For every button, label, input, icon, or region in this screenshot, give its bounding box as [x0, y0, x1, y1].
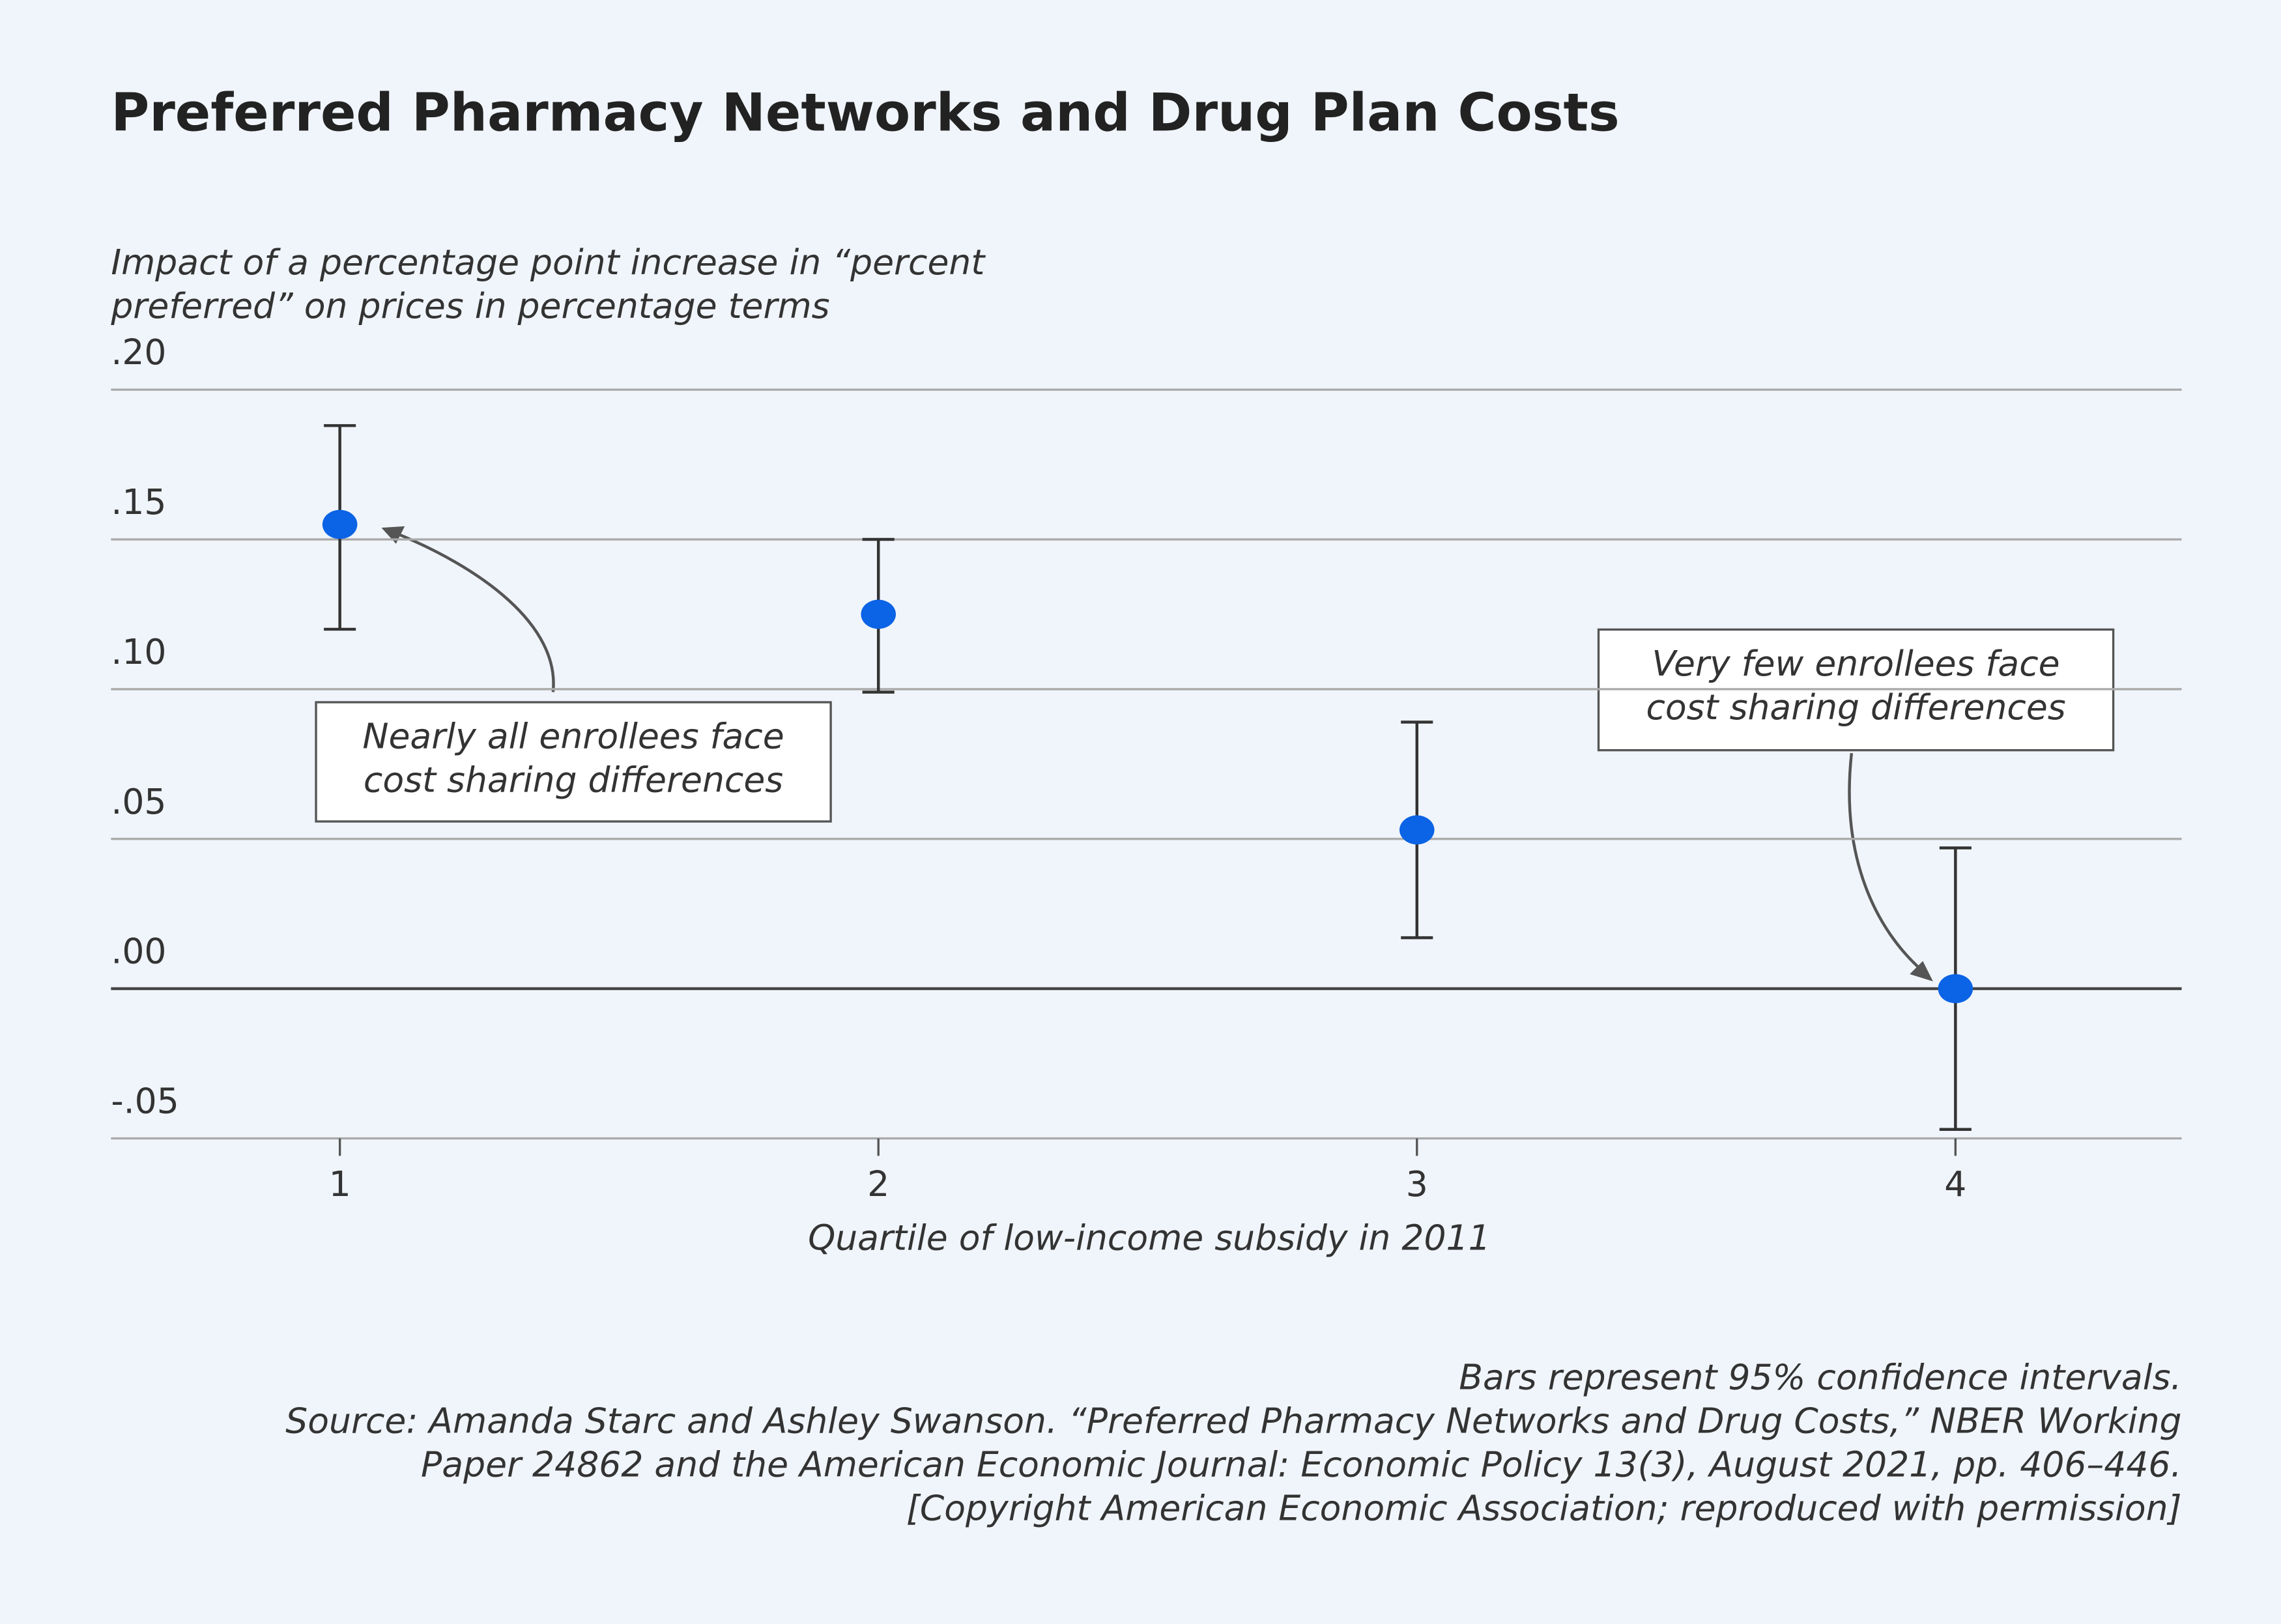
- y-axis-label: Impact of a percentage point increase in…: [111, 242, 986, 283]
- y-tick-label: .15: [111, 481, 166, 522]
- x-tick-label: 1: [329, 1163, 351, 1204]
- x-tick-label: 4: [1944, 1163, 1966, 1204]
- x-axis-label: Quartile of low-income subsidy in 2011: [808, 1217, 1491, 1258]
- y-tick-label: .10: [111, 631, 166, 672]
- annotation: cost sharing differences: [364, 759, 783, 800]
- chart-title: Preferred Pharmacy Networks and Drug Pla…: [111, 82, 1619, 143]
- annotation: Very few enrollees face: [1652, 643, 2060, 684]
- point: [1399, 815, 1435, 845]
- point: [861, 599, 896, 629]
- annotation: cost sharing differences: [1646, 687, 2065, 728]
- annotation-arrow: [1848, 752, 1924, 973]
- note: [Copyright American Economic Association…: [906, 1488, 2182, 1529]
- y-tick-label: .20: [111, 332, 166, 373]
- arrow-head: [1910, 961, 1933, 982]
- annotation: Nearly all enrollees face: [362, 715, 784, 756]
- arrow-head: [381, 526, 405, 544]
- y-axis-label: preferred” on prices in percentage terms: [110, 285, 829, 326]
- annotation-arrow: [392, 530, 555, 692]
- y-tick-label: .00: [111, 931, 166, 972]
- point: [322, 509, 358, 539]
- note: Source: Amanda Starc and Ashley Swanson.…: [285, 1401, 2181, 1442]
- y-tick-label: .05: [111, 781, 166, 822]
- x-tick-label: 2: [867, 1163, 889, 1204]
- note: Bars represent 95% confidence intervals.: [1459, 1357, 2181, 1398]
- annotation-box: [315, 701, 832, 823]
- point: [1938, 974, 1973, 1003]
- y-tick-label: -.05: [111, 1081, 179, 1122]
- note: Paper 24862 and the American Economic Jo…: [421, 1444, 2182, 1485]
- x-tick-label: 3: [1406, 1163, 1428, 1204]
